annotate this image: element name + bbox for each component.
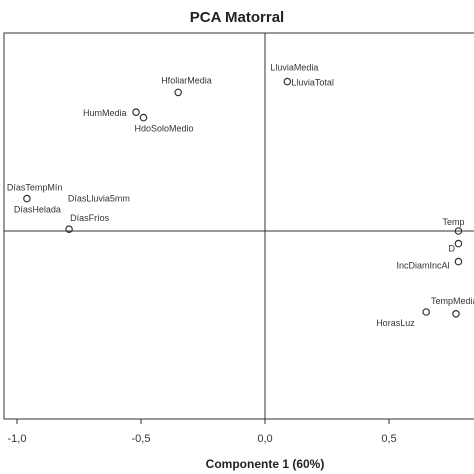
point-label: HumMedia [83,108,127,118]
x-axis-ticks: -1,0 -0,5 0,0 0,5 [8,419,397,445]
point-label: HfoliarMedia [161,75,212,85]
plot-frame [3,32,474,420]
chart-title: PCA Matorral [189,9,285,26]
loading-point-marker [139,113,148,122]
point-label: TempMedia [431,296,474,306]
loading-point-marker [454,227,463,235]
loading-point-marker [23,194,31,203]
point-label: D [448,244,455,254]
loading-point-marker [65,225,73,234]
point-label: Temp [442,217,464,227]
point-label: HdoSoloMedio [134,124,193,134]
x-tick-label: 0,5 [381,433,396,445]
point-label: DíasTempMín [7,183,63,193]
loading-point-marker [454,239,463,248]
loading-point-marker [132,108,140,117]
point-label: DíasLluvia5mm [68,194,130,204]
loading-point-marker [422,308,431,316]
x-tick-label: 0,0 [257,433,272,445]
point-label: IncDiamIncAl [396,261,449,271]
loading-point-marker [454,257,463,266]
point-label: DíasHelada [14,205,61,215]
x-tick-label: -1,0 [8,433,27,445]
point-label: LluviaMedia [270,63,318,73]
loading-point-marker [283,77,292,86]
point-label: LluviaTotal [291,78,334,88]
point-label: HorasLuz [376,318,415,328]
x-axis-label: Componente 1 (60%) [205,457,325,471]
x-tick-label: -0,5 [132,433,151,445]
loading-point-marker [174,88,183,97]
point-label: DíasFríos [70,213,110,223]
loading-point-marker [452,309,460,318]
loading-points: LluviaMedia LluviaTotal HfoliarMedia HumMed… [7,63,474,328]
